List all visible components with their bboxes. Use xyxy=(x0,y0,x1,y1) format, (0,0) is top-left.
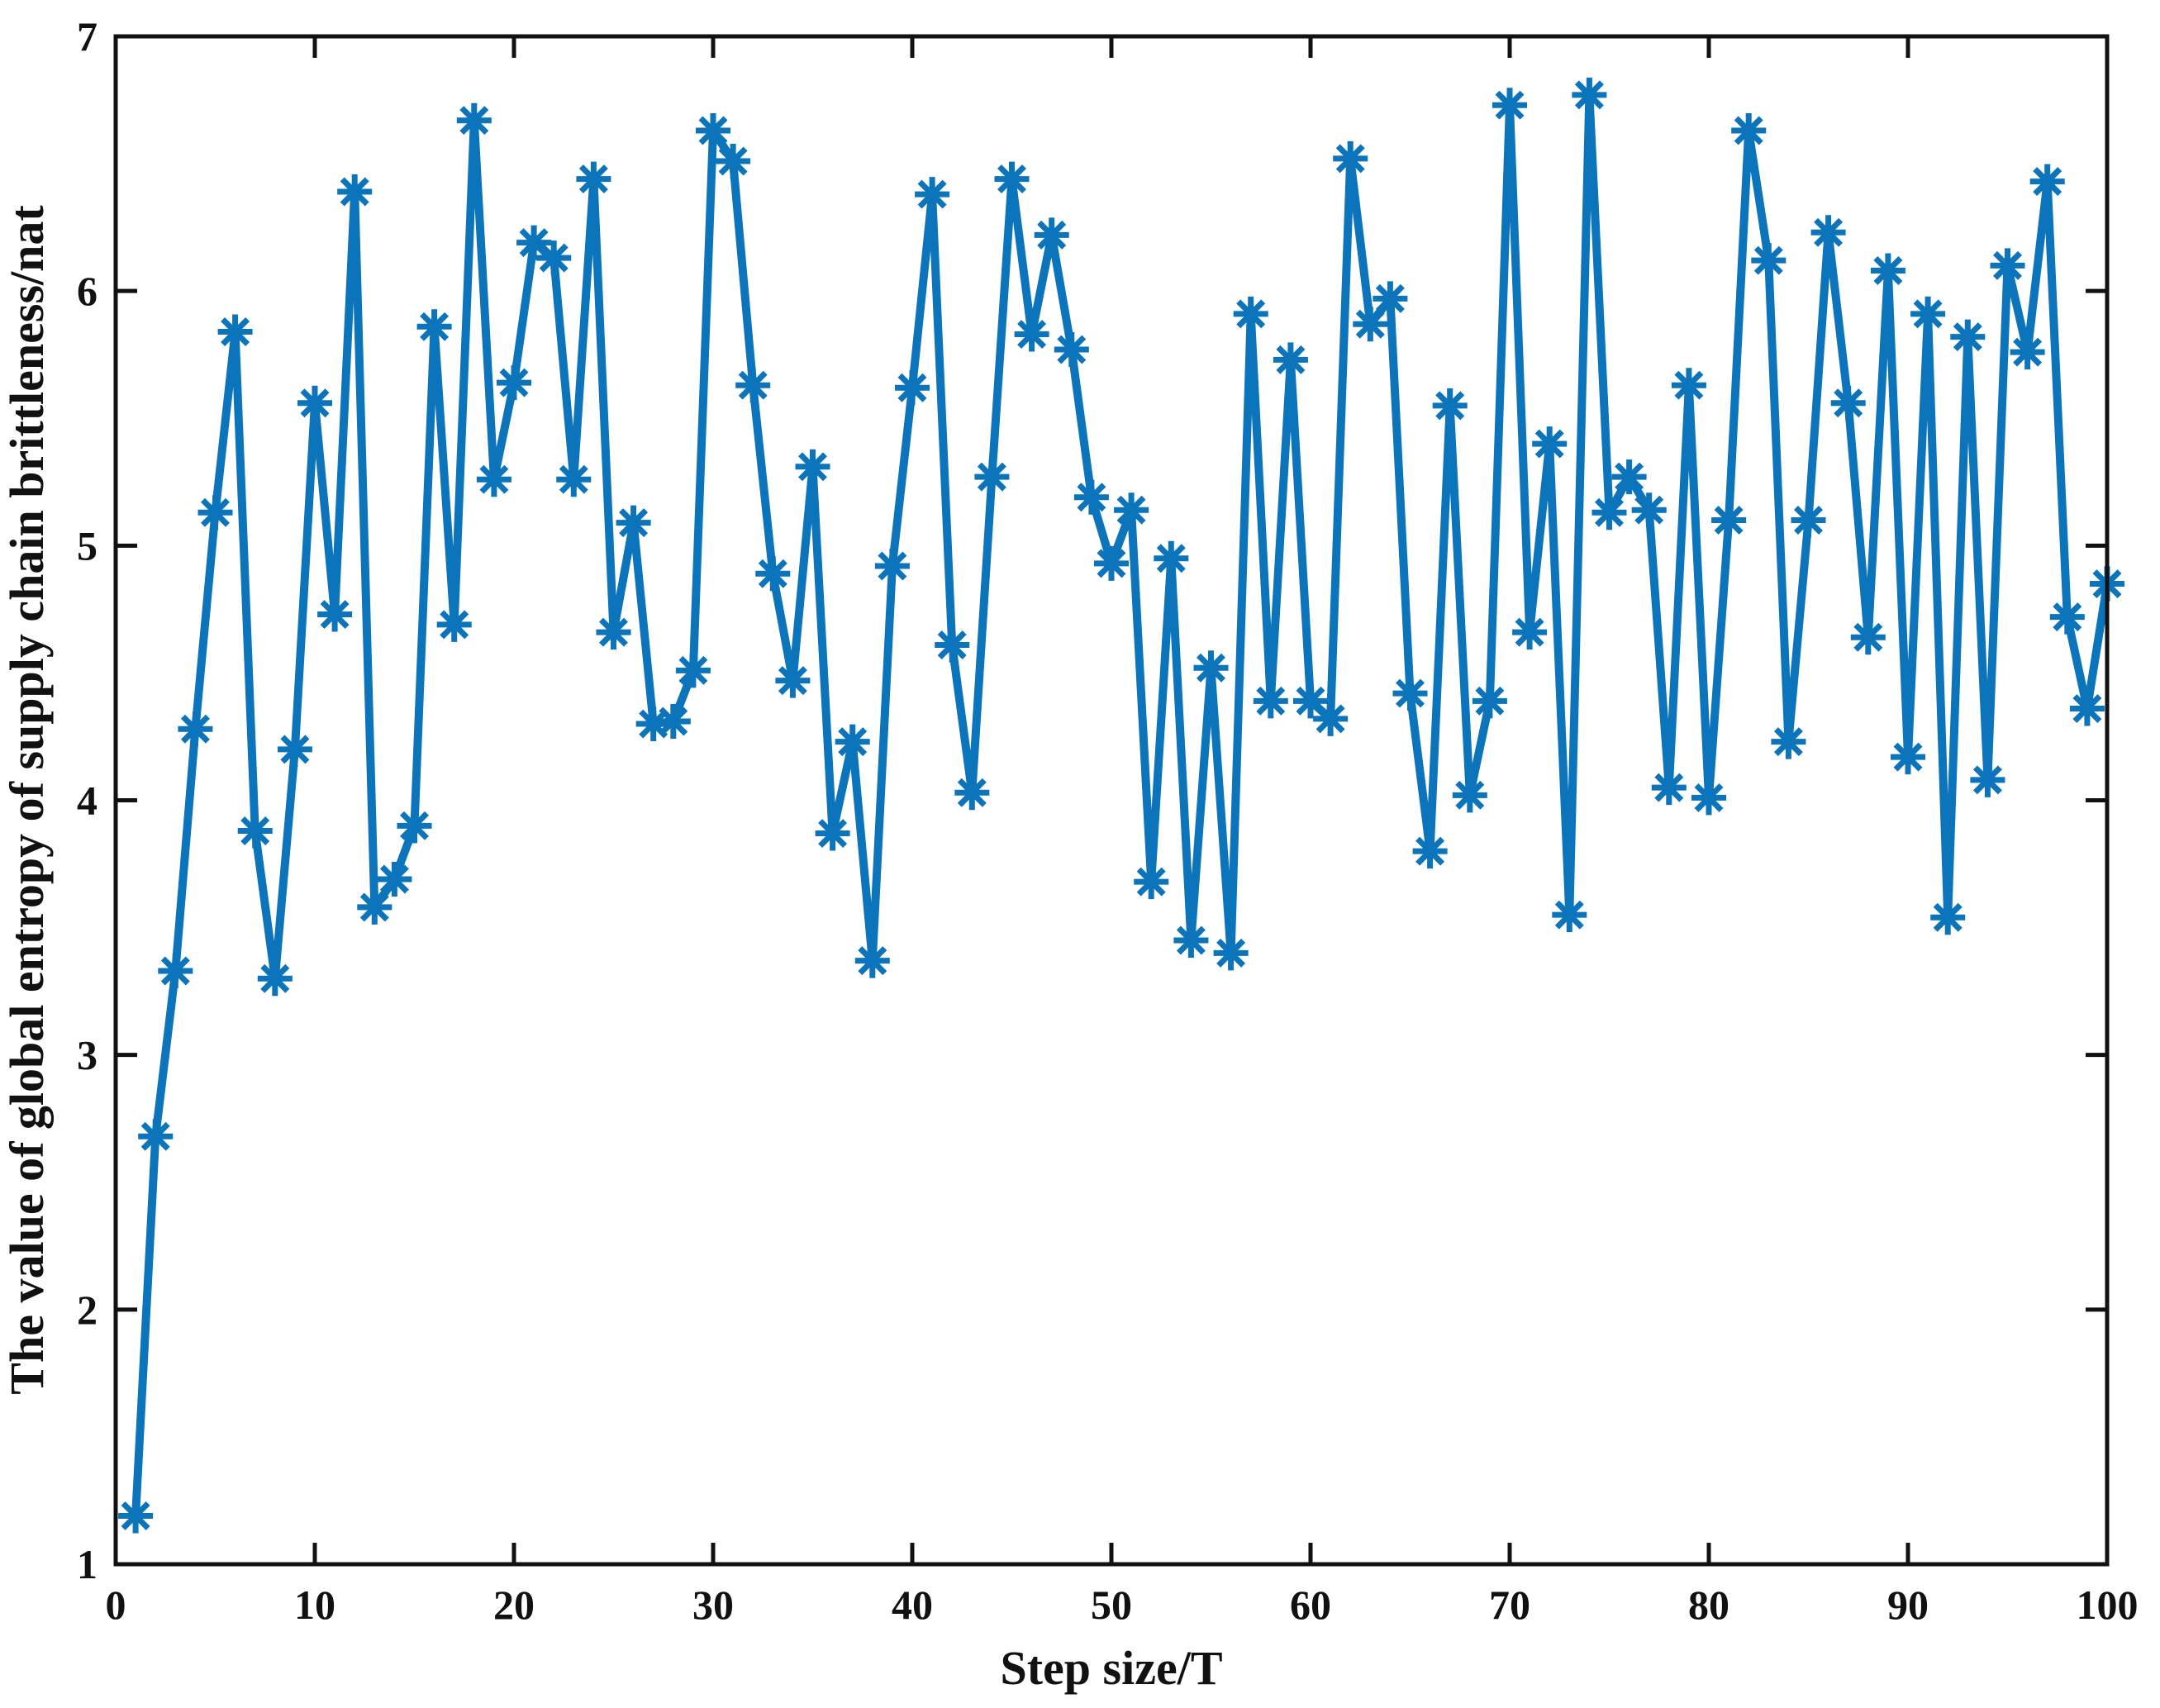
y-tick-label: 7 xyxy=(77,13,98,59)
series-markers xyxy=(118,77,2124,1534)
plot-area: 0 10 20 30 40 50 60 70 80 90 100 1 2 3 4 5 6 7 xyxy=(77,13,2139,1628)
x-tick-label: 40 xyxy=(892,1582,933,1628)
y-tick-label: 4 xyxy=(77,778,98,824)
x-tick-label: 0 xyxy=(106,1582,126,1628)
y-tick-label: 1 xyxy=(77,1541,98,1587)
x-tick-label: 10 xyxy=(294,1582,335,1628)
x-axis-label: Step size/T xyxy=(1000,1641,1222,1695)
y-axis-label: The value of global entropy of supply ch… xyxy=(0,205,54,1395)
x-tick-label: 80 xyxy=(1688,1582,1729,1628)
x-tick-label: 30 xyxy=(692,1582,734,1628)
y-tick-label: 5 xyxy=(77,522,98,569)
x-tick-label: 100 xyxy=(2077,1582,2139,1628)
x-tick-label: 50 xyxy=(1091,1582,1132,1628)
y-tick-label: 2 xyxy=(77,1287,98,1333)
x-tick-label: 60 xyxy=(1290,1582,1331,1628)
series-line xyxy=(131,90,2111,1516)
x-tick-label: 70 xyxy=(1489,1582,1530,1628)
y-tick-label: 3 xyxy=(77,1032,98,1078)
y-tick-label: 6 xyxy=(77,268,98,314)
x-tick-label: 20 xyxy=(493,1582,535,1628)
x-tick-label: 90 xyxy=(1887,1582,1929,1628)
